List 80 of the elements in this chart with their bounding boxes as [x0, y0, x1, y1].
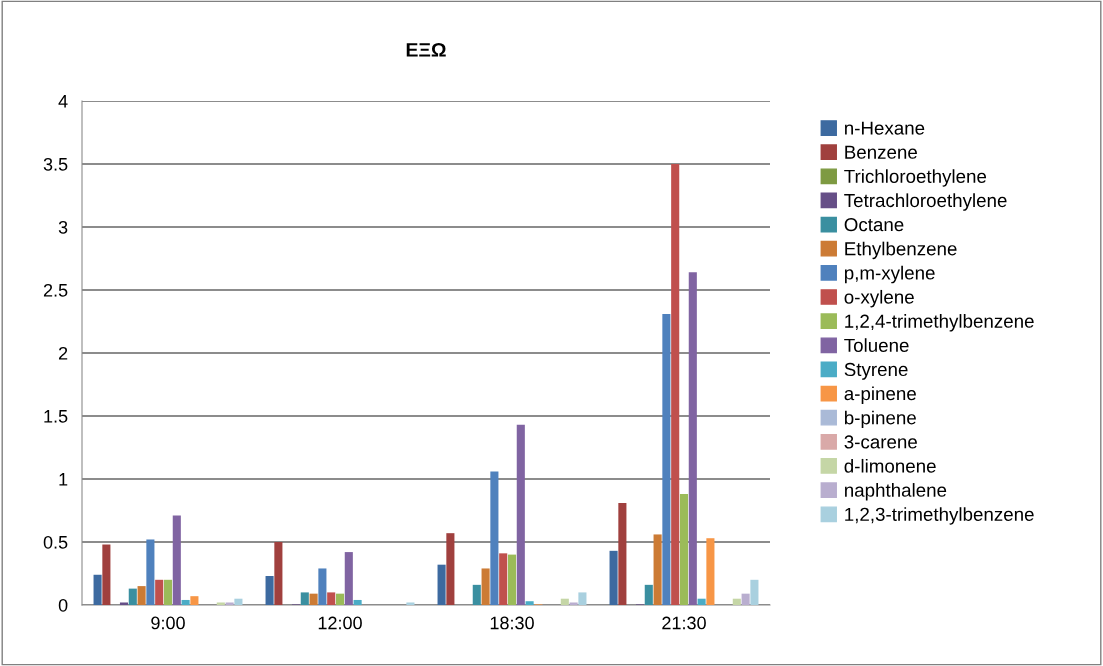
- y-tick-label: 2.5: [43, 283, 68, 297]
- bar: [732, 598, 741, 605]
- bar: [190, 596, 199, 605]
- x-tick-label: 21:30: [662, 616, 706, 630]
- legend-label: n-Hexane: [845, 121, 925, 135]
- bar: [309, 593, 318, 605]
- bar: [102, 544, 111, 605]
- legend-label: d-limonene: [844, 458, 936, 473]
- bar: [335, 593, 345, 605]
- bar: [172, 515, 181, 605]
- legend-label: o-xylene: [844, 289, 914, 308]
- legend-label: b-pinene: [844, 410, 916, 429]
- y-tick-label: 2: [58, 346, 68, 360]
- legend-label: a-pinene: [844, 386, 916, 404]
- bar: [274, 542, 283, 605]
- bar: [525, 601, 534, 605]
- y-tick-label: 0.5: [43, 535, 68, 549]
- bar: [516, 424, 525, 605]
- x-tick-label: 9:00: [151, 616, 185, 630]
- bar: [406, 602, 415, 605]
- bar: [93, 574, 102, 605]
- bar: [119, 602, 129, 605]
- bar: [697, 598, 706, 605]
- bar: [234, 598, 243, 605]
- legend-label: 3-carene: [844, 435, 917, 449]
- bar: [618, 502, 627, 605]
- legend-label: Styrene: [844, 362, 908, 380]
- bar: [741, 593, 750, 605]
- chart-title: ΕΞΩ: [406, 42, 446, 57]
- bar: [472, 584, 481, 605]
- bar: [490, 471, 499, 605]
- bar: [225, 602, 234, 605]
- bar: [688, 272, 697, 605]
- bar: [481, 568, 490, 605]
- bar: [353, 599, 362, 605]
- legend-label: Octane: [844, 218, 904, 232]
- bar: [507, 554, 517, 605]
- legend-label: Benzene: [845, 145, 917, 159]
- legend-label: 1,2,3-trimethylbenzene: [845, 507, 1034, 525]
- legend-label: 1,2,4-trimethylbenzene: [845, 314, 1034, 332]
- legend-label: Trichloroethylene: [844, 169, 987, 187]
- x-tick-label: 18:30: [490, 616, 534, 630]
- bar: [137, 586, 146, 605]
- bar: [609, 550, 618, 605]
- bar: [155, 579, 164, 605]
- bar: [706, 538, 715, 605]
- bar: [300, 592, 309, 605]
- bar: [653, 534, 662, 605]
- bar: [163, 579, 173, 605]
- legend-label: Ethylbenzene: [845, 241, 957, 260]
- bar: [671, 164, 680, 605]
- bar: [662, 313, 671, 605]
- y-tick-label: 3.5: [43, 157, 68, 171]
- bar: [499, 553, 508, 605]
- bar: [437, 564, 446, 605]
- bar: [560, 598, 569, 605]
- bar: [644, 584, 653, 605]
- bar: [446, 533, 455, 605]
- bar: [327, 592, 336, 605]
- bar: [679, 494, 689, 605]
- legend-label: Toluene: [844, 338, 909, 352]
- bar: [344, 552, 353, 605]
- y-tick-label: 3: [58, 220, 68, 234]
- bar: [128, 588, 137, 605]
- bar: [216, 602, 225, 605]
- bar: [318, 568, 327, 605]
- bar: [181, 599, 190, 605]
- y-tick-label: 1.5: [44, 410, 68, 423]
- bar: [569, 602, 578, 605]
- legend-label: naphthalene: [845, 483, 947, 501]
- legend-label: Tetrachloroethylene: [844, 193, 1007, 211]
- bar: [265, 576, 274, 605]
- bar: [146, 539, 155, 605]
- x-tick-label: 12:00: [318, 616, 362, 630]
- y-tick-label: 4: [58, 95, 68, 108]
- y-tick-label: 1: [59, 473, 68, 486]
- bar: [578, 592, 587, 605]
- y-tick-label: 0: [58, 598, 68, 612]
- legend-label: p,m-xylene: [844, 265, 935, 284]
- bar: [750, 579, 759, 605]
